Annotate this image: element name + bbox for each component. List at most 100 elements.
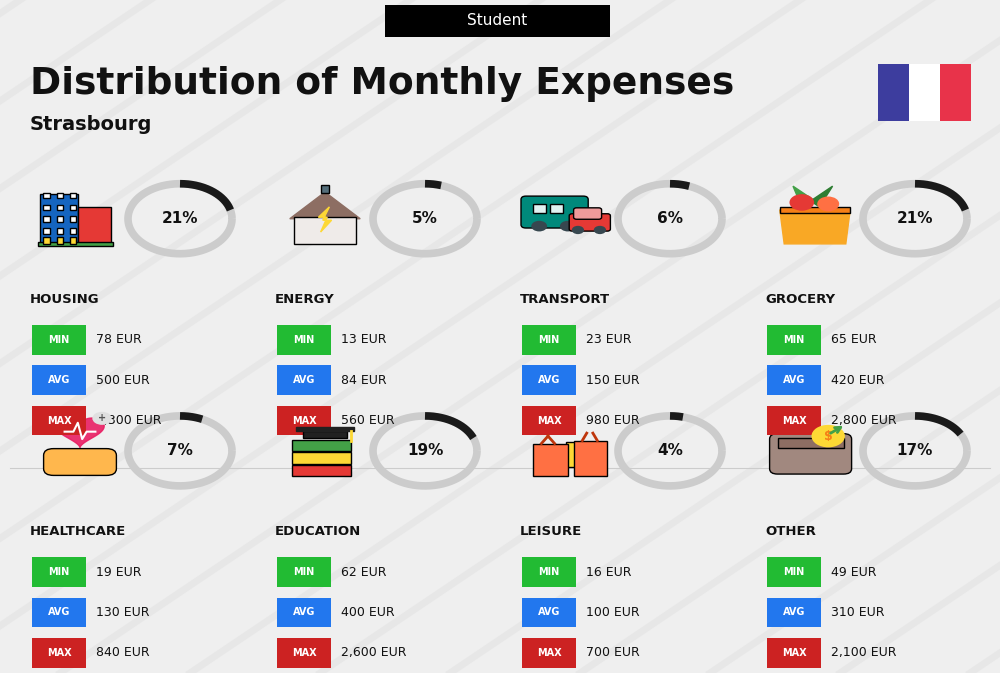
Text: 420 EUR: 420 EUR: [831, 374, 885, 387]
Text: GROCERY: GROCERY: [765, 293, 835, 306]
Text: $: $: [824, 429, 833, 443]
Text: AVG: AVG: [538, 376, 560, 385]
FancyBboxPatch shape: [43, 192, 50, 198]
Circle shape: [811, 425, 845, 448]
FancyBboxPatch shape: [277, 598, 331, 627]
FancyBboxPatch shape: [78, 207, 111, 244]
Text: 21%: 21%: [162, 211, 198, 226]
FancyBboxPatch shape: [767, 598, 821, 627]
Text: 840 EUR: 840 EUR: [96, 646, 150, 660]
Text: Student: Student: [467, 13, 528, 28]
Text: MAX: MAX: [782, 648, 806, 658]
FancyBboxPatch shape: [767, 365, 821, 395]
FancyBboxPatch shape: [57, 192, 63, 198]
Text: 2,600 EUR: 2,600 EUR: [341, 646, 406, 660]
FancyBboxPatch shape: [40, 194, 78, 244]
FancyBboxPatch shape: [522, 325, 576, 355]
Text: EDUCATION: EDUCATION: [275, 525, 361, 538]
FancyBboxPatch shape: [767, 325, 821, 355]
Text: ENERGY: ENERGY: [275, 293, 335, 306]
FancyBboxPatch shape: [43, 205, 50, 210]
FancyBboxPatch shape: [32, 365, 86, 395]
Text: LEISURE: LEISURE: [520, 525, 582, 538]
Circle shape: [560, 221, 576, 232]
Text: MIN: MIN: [783, 335, 805, 345]
Text: HEALTHCARE: HEALTHCARE: [30, 525, 126, 538]
FancyBboxPatch shape: [522, 406, 576, 435]
FancyBboxPatch shape: [522, 557, 576, 587]
FancyBboxPatch shape: [32, 406, 86, 435]
FancyBboxPatch shape: [522, 365, 576, 395]
Circle shape: [789, 194, 814, 211]
Text: MIN: MIN: [293, 567, 315, 577]
FancyBboxPatch shape: [44, 449, 116, 475]
FancyBboxPatch shape: [767, 406, 821, 435]
FancyBboxPatch shape: [878, 64, 971, 121]
Text: 49 EUR: 49 EUR: [831, 565, 877, 579]
Text: 13 EUR: 13 EUR: [341, 333, 386, 347]
FancyBboxPatch shape: [294, 217, 356, 244]
Polygon shape: [780, 210, 850, 244]
FancyBboxPatch shape: [533, 204, 546, 213]
Text: 500 EUR: 500 EUR: [96, 374, 150, 387]
FancyBboxPatch shape: [550, 204, 563, 213]
Text: AVG: AVG: [293, 376, 315, 385]
FancyBboxPatch shape: [292, 452, 351, 464]
FancyBboxPatch shape: [70, 238, 76, 244]
FancyBboxPatch shape: [43, 228, 50, 234]
Text: 23 EUR: 23 EUR: [586, 333, 632, 347]
Text: 980 EUR: 980 EUR: [586, 414, 640, 427]
Text: 5%: 5%: [412, 211, 438, 226]
FancyBboxPatch shape: [32, 557, 86, 587]
FancyBboxPatch shape: [43, 238, 50, 244]
Text: OTHER: OTHER: [765, 525, 816, 538]
FancyBboxPatch shape: [767, 557, 821, 587]
Text: 2,800 EUR: 2,800 EUR: [831, 414, 897, 427]
Polygon shape: [318, 207, 332, 232]
FancyBboxPatch shape: [70, 228, 76, 234]
Circle shape: [92, 412, 112, 425]
Text: 700 EUR: 700 EUR: [586, 646, 640, 660]
FancyBboxPatch shape: [70, 192, 76, 198]
Text: MAX: MAX: [782, 416, 806, 425]
FancyBboxPatch shape: [277, 557, 331, 587]
FancyBboxPatch shape: [878, 64, 909, 121]
FancyBboxPatch shape: [533, 444, 568, 476]
Text: 17%: 17%: [897, 444, 933, 458]
Text: 100 EUR: 100 EUR: [586, 606, 640, 619]
FancyBboxPatch shape: [522, 598, 576, 627]
Text: MIN: MIN: [538, 335, 560, 345]
FancyBboxPatch shape: [57, 205, 63, 210]
Text: MAX: MAX: [537, 416, 561, 425]
Text: 19 EUR: 19 EUR: [96, 565, 142, 579]
FancyBboxPatch shape: [292, 465, 351, 476]
Circle shape: [531, 221, 547, 232]
Text: MIN: MIN: [783, 567, 805, 577]
Text: TRANSPORT: TRANSPORT: [520, 293, 610, 306]
Circle shape: [817, 197, 839, 211]
FancyBboxPatch shape: [32, 598, 86, 627]
Polygon shape: [56, 418, 104, 448]
Text: 65 EUR: 65 EUR: [831, 333, 877, 347]
FancyBboxPatch shape: [574, 441, 607, 476]
FancyBboxPatch shape: [38, 242, 113, 246]
FancyBboxPatch shape: [521, 196, 588, 228]
FancyBboxPatch shape: [385, 5, 610, 37]
Text: 21%: 21%: [897, 211, 933, 226]
FancyBboxPatch shape: [940, 64, 971, 121]
Text: MIN: MIN: [538, 567, 560, 577]
FancyBboxPatch shape: [277, 406, 331, 435]
Text: +: +: [98, 413, 106, 423]
FancyBboxPatch shape: [57, 216, 63, 221]
Text: MAX: MAX: [292, 416, 316, 425]
Text: HOUSING: HOUSING: [30, 293, 100, 306]
FancyBboxPatch shape: [57, 238, 63, 244]
FancyBboxPatch shape: [292, 440, 351, 451]
Polygon shape: [290, 192, 360, 219]
Text: 78 EUR: 78 EUR: [96, 333, 142, 347]
Text: MIN: MIN: [48, 567, 70, 577]
FancyBboxPatch shape: [32, 325, 86, 355]
FancyBboxPatch shape: [32, 638, 86, 668]
Text: AVG: AVG: [783, 376, 805, 385]
Text: AVG: AVG: [783, 608, 805, 617]
